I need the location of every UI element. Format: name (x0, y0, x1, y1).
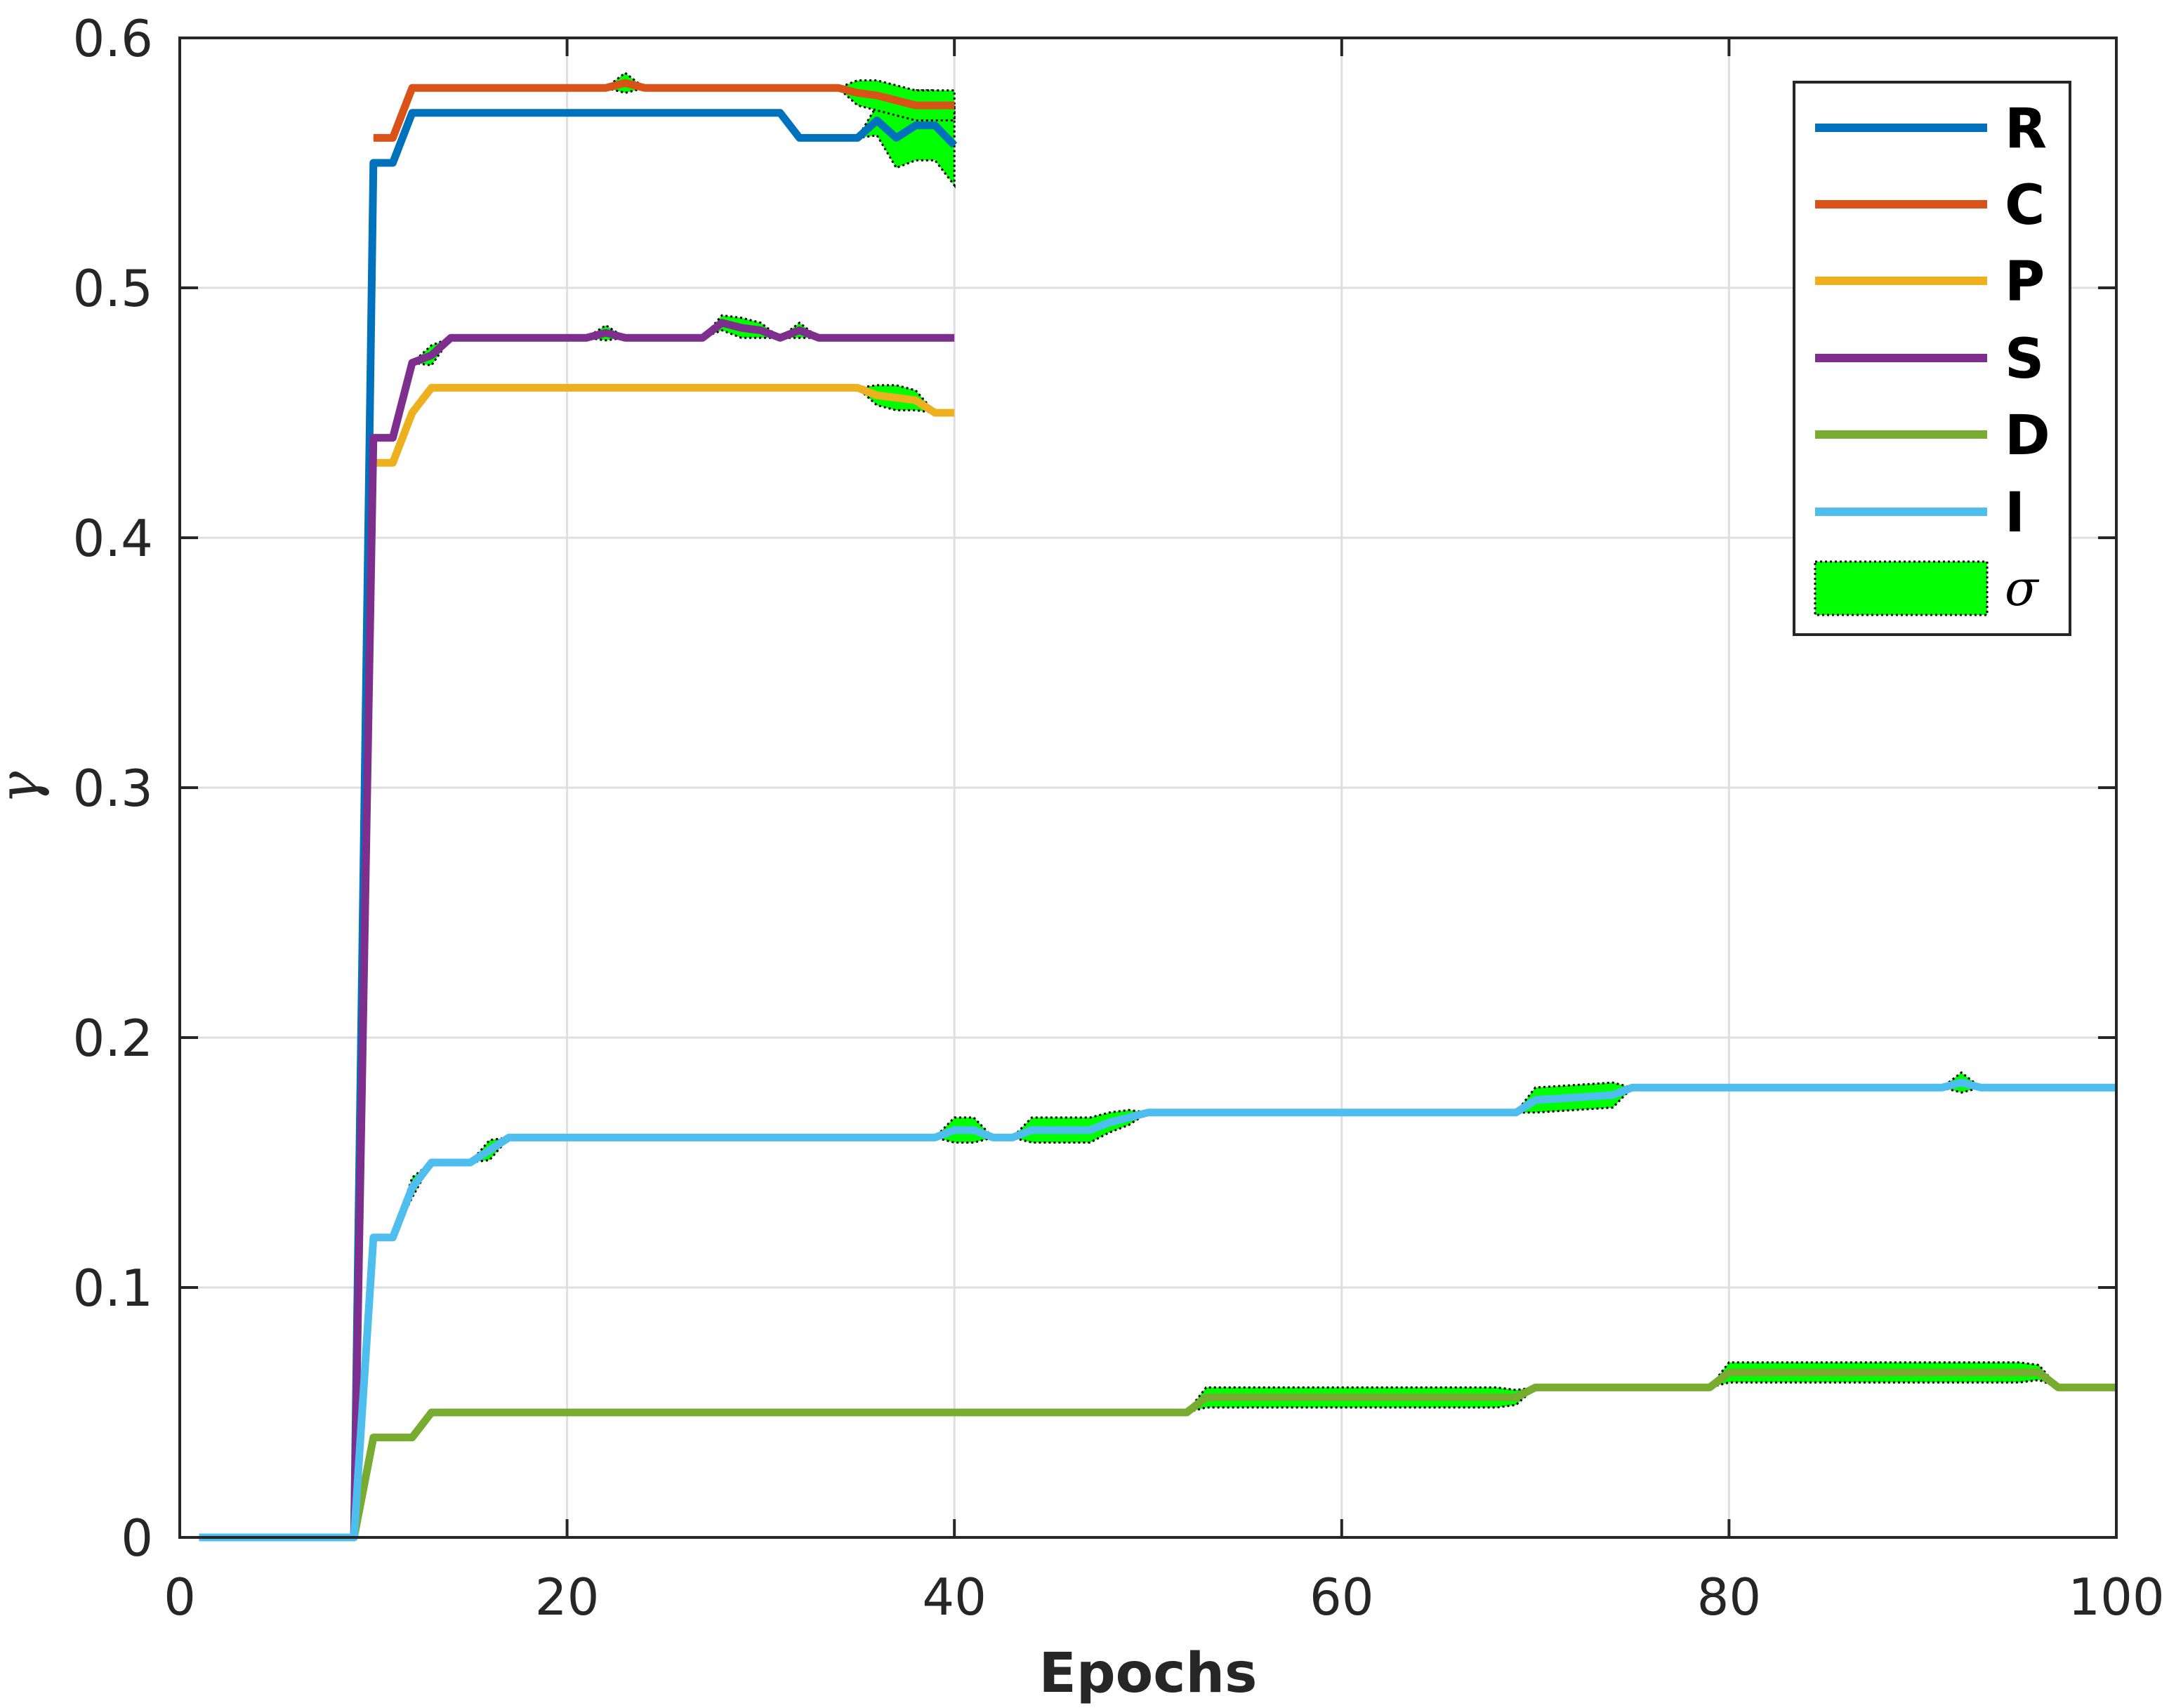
y-tick-label: 0.2 (72, 1009, 153, 1068)
y-tick-label: 0.4 (72, 509, 153, 568)
legend-label-d: D (2005, 404, 2050, 468)
x-tick-label: 80 (1697, 1568, 1762, 1627)
axis-ticks (178, 37, 2118, 1539)
y-tick-label: 0.1 (72, 1259, 153, 1318)
legend-label-c: C (2005, 174, 2045, 237)
x-tick-label: 0 (164, 1568, 196, 1627)
x-tick-label: 40 (922, 1568, 987, 1627)
y-axis-title: γ (0, 771, 51, 804)
series-line-r (199, 109, 958, 1542)
sigma-band-c (603, 71, 956, 121)
y-tick-label: 0.6 (72, 9, 153, 68)
series-line-d (350, 1368, 2116, 1539)
x-tick-label: 60 (1310, 1568, 1374, 1627)
y-tick-label: 0.5 (72, 259, 153, 318)
series-line-c (373, 79, 955, 142)
legend-label-p: P (2005, 251, 2045, 314)
legend-label-i: I (2005, 482, 2025, 545)
legend-label-s: S (2005, 328, 2044, 391)
legend-label-sigma: σ (2005, 560, 2040, 617)
series-line-p (373, 383, 955, 467)
legend-label-r: R (2005, 98, 2047, 161)
y-tick-label: 0.3 (72, 759, 153, 818)
x-tick-label: 100 (2068, 1568, 2164, 1627)
x-axis-title: Epochs (1039, 1642, 1258, 1705)
y-tick-labels: 0 0.1 0.2 0.3 0.4 0.5 0.6 (72, 9, 153, 1568)
legend-swatch-sigma (1814, 560, 1989, 616)
x-tick-label: 20 (535, 1568, 600, 1627)
series-line-s (350, 319, 955, 1538)
x-tick-labels: 0 20 40 60 80 100 (164, 1568, 2165, 1627)
series-line-i (199, 1078, 2116, 1542)
series-lines (199, 79, 2116, 1542)
y-tick-label: 0 (121, 1509, 153, 1568)
